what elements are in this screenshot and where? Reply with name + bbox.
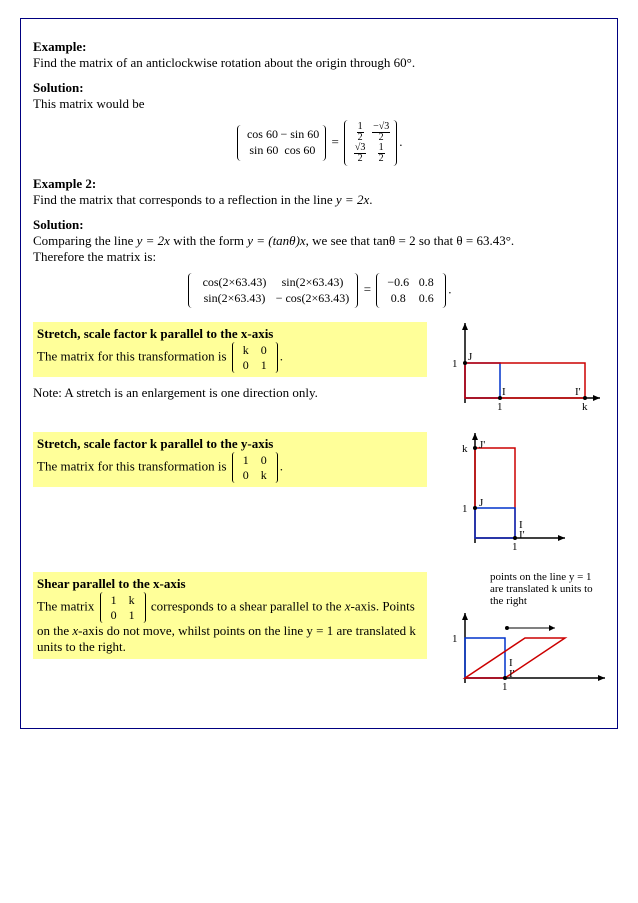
shear-block: Shear parallel to the x-axis The matrix … bbox=[33, 568, 605, 698]
svg-text:J: J bbox=[479, 497, 484, 509]
example1-title: Example: bbox=[33, 39, 86, 54]
svg-text:I: I bbox=[502, 386, 506, 398]
example2-prompt-a: Find the matrix that corresponds to a re… bbox=[33, 192, 336, 207]
shear-chart: points on the line y = 1 are translated … bbox=[435, 568, 615, 698]
example2-title: Example 2: bbox=[33, 176, 96, 191]
svg-text:I': I' bbox=[519, 529, 525, 541]
example2: Example 2: Find the matrix that correspo… bbox=[33, 176, 605, 209]
svg-text:k: k bbox=[462, 443, 468, 455]
example1-sol-label: Solution: bbox=[33, 80, 84, 95]
svg-text:the right: the right bbox=[490, 595, 527, 607]
svg-text:1: 1 bbox=[512, 541, 518, 553]
stretch-y-chart: k J' 1 J I I' 1 bbox=[435, 428, 605, 558]
svg-text:1: 1 bbox=[497, 401, 503, 413]
example1: Example: Find the matrix of an anticlock… bbox=[33, 39, 605, 72]
svg-text:1: 1 bbox=[502, 681, 508, 693]
stretch-y-block: Stretch, scale factor k parallel to the … bbox=[33, 428, 605, 558]
stretch-x-chart: J 1 I I' 1 k bbox=[435, 318, 605, 418]
svg-text:J: J bbox=[468, 351, 473, 363]
stretch-y-highlight: Stretch, scale factor k parallel to the … bbox=[33, 432, 427, 487]
page: Example: Find the matrix of an anticlock… bbox=[20, 18, 618, 729]
shear-highlight: Shear parallel to the x-axis The matrix … bbox=[33, 572, 427, 659]
svg-text:I': I' bbox=[509, 668, 515, 680]
svg-text:1: 1 bbox=[452, 633, 458, 645]
stretch-x-note: Note: A stretch is an enlargement is one… bbox=[33, 385, 427, 401]
svg-text:1: 1 bbox=[462, 503, 468, 515]
example2-solution: Solution: Comparing the line y = 2x with… bbox=[33, 217, 605, 266]
example1-matrix: cos 60− sin 60 sin 60cos 60 = 12 −√32 √3… bbox=[33, 120, 605, 166]
example2-matrix: cos(2×63.43)sin(2×63.43) sin(2×63.43)− c… bbox=[33, 273, 605, 308]
svg-text:I': I' bbox=[575, 386, 581, 398]
example1-solution: Solution: This matrix would be bbox=[33, 80, 605, 113]
svg-text:are translated k units to: are translated k units to bbox=[490, 583, 593, 595]
svg-text:k: k bbox=[582, 401, 588, 413]
svg-text:1: 1 bbox=[452, 358, 458, 370]
svg-text:points on the line y = 1: points on the line y = 1 bbox=[490, 571, 592, 583]
stretch-x-highlight: Stretch, scale factor k parallel to the … bbox=[33, 322, 427, 377]
example1-prompt: Find the matrix of an anticlockwise rota… bbox=[33, 55, 415, 70]
svg-text:J': J' bbox=[479, 439, 485, 451]
stretch-x-block: Stretch, scale factor k parallel to the … bbox=[33, 318, 605, 418]
example1-sol-intro: This matrix would be bbox=[33, 96, 145, 111]
